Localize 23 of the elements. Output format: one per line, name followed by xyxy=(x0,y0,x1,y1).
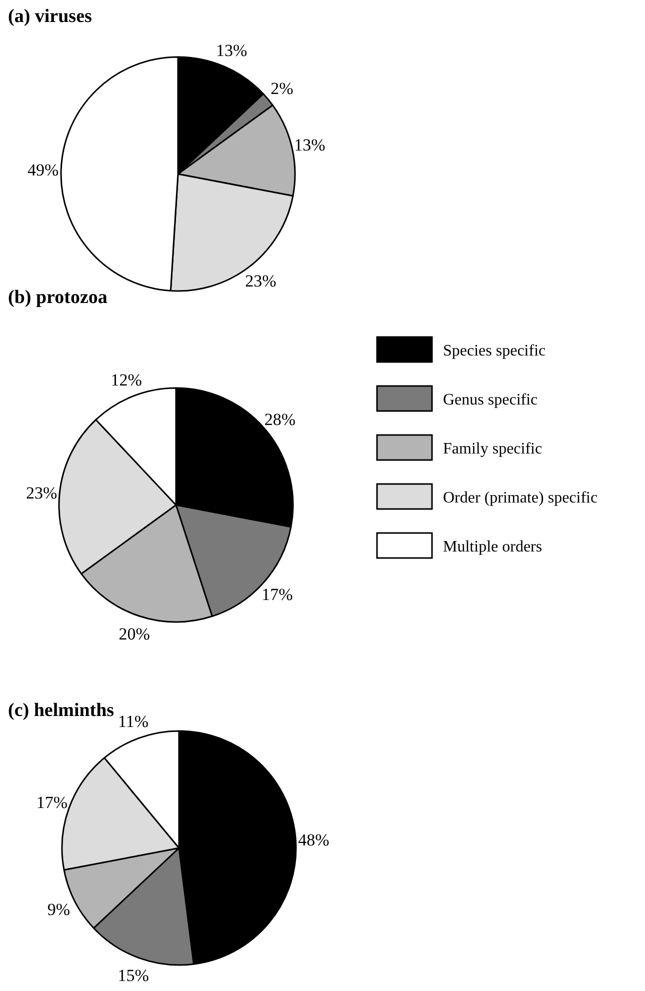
legend-label: Multiple orders xyxy=(443,538,542,556)
chart-title: (a) viruses xyxy=(8,6,92,27)
data-label: 13% xyxy=(294,136,326,154)
legend-label: Family specific xyxy=(443,440,542,458)
data-label: 9% xyxy=(47,900,70,920)
data-label: 12% xyxy=(110,370,142,390)
data-label: 15% xyxy=(118,966,149,985)
chart-title: (b) protozoa xyxy=(8,287,108,308)
data-label: 48% xyxy=(298,830,330,850)
data-label: 17% xyxy=(36,793,68,812)
data-label: 2% xyxy=(270,78,294,98)
data-label: 23% xyxy=(245,272,276,291)
data-label: 17% xyxy=(262,585,293,604)
data-label: 20% xyxy=(118,624,150,644)
legend-label: Order (primate) specific xyxy=(443,490,598,507)
chart-title: (c) helminths xyxy=(8,700,114,721)
data-label: 13% xyxy=(216,41,248,60)
data-label: 23% xyxy=(26,483,58,502)
data-label: 49% xyxy=(27,160,59,180)
legend-label: Genus specific xyxy=(443,392,538,409)
legend-label: Species specific xyxy=(443,342,546,360)
data-label: 11% xyxy=(118,712,149,731)
data-label: 28% xyxy=(264,410,296,429)
